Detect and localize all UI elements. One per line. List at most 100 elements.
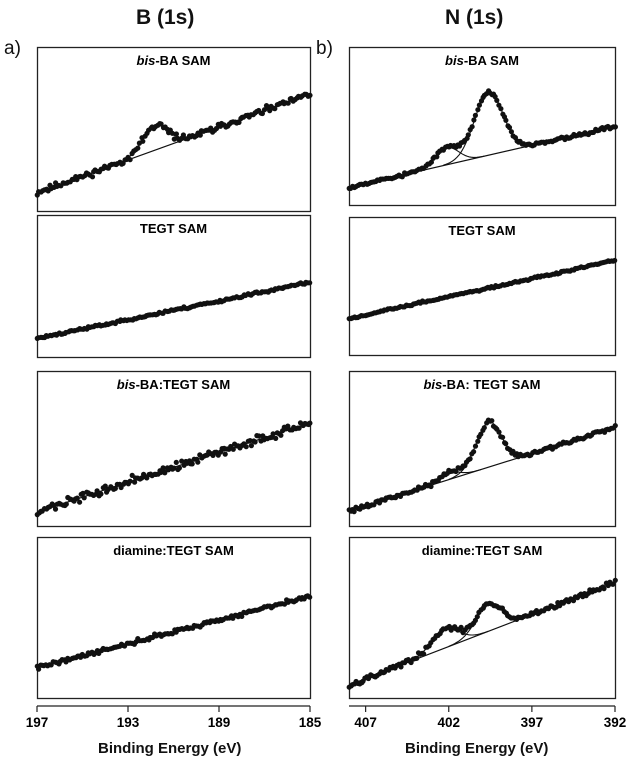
data-point	[307, 594, 313, 600]
data-point	[465, 132, 471, 138]
data-point	[81, 495, 87, 501]
panel-7: bis-BA: TEGT SAM	[346, 370, 618, 528]
data-point	[489, 418, 495, 424]
data-point	[179, 458, 185, 464]
panel-1: bis-BA SAM	[34, 46, 313, 213]
panel-4: diamine:TEGT SAM	[34, 536, 313, 700]
panel-title-rest: diamine:TEGT SAM	[422, 543, 543, 558]
data-point	[612, 423, 618, 429]
panel-5: bis-BA SAM	[346, 46, 619, 207]
panel-title: bis-BA: TEGT SAM	[423, 377, 540, 392]
title-b1s: B (1s)	[136, 6, 195, 29]
data-point	[222, 451, 228, 457]
x-tick-label: 197	[26, 715, 49, 730]
data-point	[476, 102, 482, 108]
data-point	[472, 112, 478, 118]
data-point	[398, 664, 404, 670]
panel-title-italic: bis	[445, 53, 464, 68]
data-point	[252, 439, 258, 445]
component-fit-2	[443, 91, 534, 166]
panel-title: bis-BA SAM	[137, 53, 211, 68]
panel-title: bis-BA:TEGT SAM	[117, 377, 230, 392]
xlabel-left: Binding Energy (eV)	[98, 740, 242, 757]
data-point	[261, 107, 268, 113]
data-point	[98, 491, 104, 497]
panel-frame	[36, 46, 312, 213]
data-point	[506, 124, 513, 131]
panel-title: bis-BA SAM	[445, 53, 519, 68]
data-point	[132, 479, 138, 485]
data-point	[610, 581, 616, 587]
panel-title-rest: -BA: TEGT SAM	[442, 377, 540, 392]
data-point	[494, 97, 500, 103]
x-tick-label: 189	[208, 715, 231, 730]
data-point	[127, 157, 133, 163]
x-tick-label: 402	[437, 715, 460, 730]
data-point	[472, 443, 479, 449]
data-point	[248, 443, 254, 449]
data-point	[496, 429, 502, 435]
panel-title-rest: -BA SAM	[155, 53, 210, 68]
x-tick-label: 392	[604, 715, 627, 730]
x-tick-label: 397	[521, 715, 544, 730]
data-point	[285, 423, 291, 429]
data-point	[285, 100, 291, 106]
data-point	[471, 117, 477, 123]
data-point	[169, 130, 175, 136]
data-point	[259, 110, 265, 117]
data-point	[195, 459, 201, 465]
data-point	[475, 438, 481, 444]
data-point	[612, 257, 618, 264]
data-point	[434, 154, 440, 160]
data-point	[230, 446, 236, 452]
data-point	[36, 666, 42, 672]
panel-frame	[36, 214, 312, 359]
panel-title-rest: diamine:TEGT SAM	[113, 543, 234, 558]
data-point	[256, 433, 262, 439]
panel-letter-a: a)	[4, 38, 21, 59]
data-point	[189, 461, 195, 467]
data-point	[503, 117, 509, 123]
panel-title-rest: -BA:TEGT SAM	[136, 377, 231, 392]
panel-2: TEGT SAM	[34, 214, 313, 359]
data-point	[63, 501, 69, 507]
panel-title-rest: -BA SAM	[464, 53, 519, 68]
data-point	[475, 107, 481, 113]
data-point	[176, 465, 182, 471]
data-point	[503, 441, 509, 447]
data-point	[140, 138, 146, 144]
data-point	[208, 125, 214, 131]
data-point	[94, 488, 100, 494]
data-point	[74, 495, 80, 501]
data-point	[612, 577, 618, 583]
panel-6: TEGT SAM	[346, 216, 618, 357]
data-point	[267, 108, 273, 114]
xlabel-right: Binding Energy (eV)	[405, 740, 549, 757]
data-point	[478, 431, 484, 437]
data-point	[160, 465, 166, 471]
data-point	[612, 124, 619, 130]
data-point	[474, 614, 480, 620]
data-point	[197, 132, 203, 138]
data-point	[89, 174, 96, 180]
data-point	[270, 431, 276, 437]
data-point	[428, 483, 434, 490]
data-point	[414, 655, 420, 661]
data-point	[236, 119, 242, 125]
panel-frame	[348, 216, 617, 357]
data-point	[239, 613, 245, 620]
data-point	[481, 425, 487, 431]
panel-frame	[348, 370, 617, 528]
data-point	[428, 159, 434, 165]
data-point	[243, 444, 249, 450]
panel-frame	[36, 536, 312, 700]
data-point	[112, 485, 118, 491]
data-point	[180, 132, 186, 138]
panel-title: diamine:TEGT SAM	[113, 543, 234, 558]
panel-letter-b: b)	[316, 38, 333, 59]
x-tick-label: 407	[354, 715, 377, 730]
data-point	[171, 465, 177, 471]
panel-title: TEGT SAM	[140, 221, 207, 236]
x-tick-label: 185	[299, 715, 322, 730]
